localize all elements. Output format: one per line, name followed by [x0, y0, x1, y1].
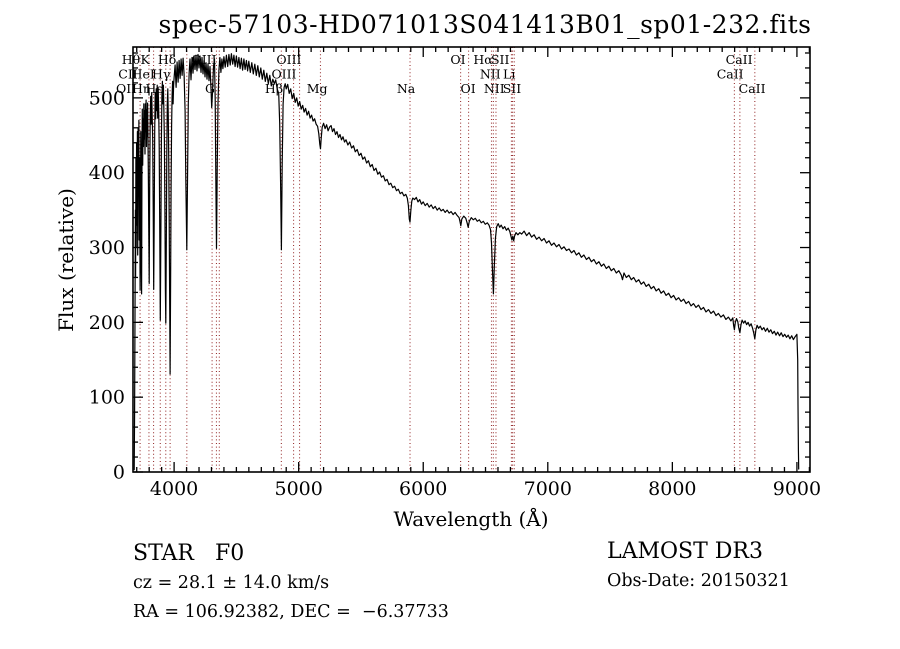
y-tick-label: 0: [113, 462, 125, 484]
spectral-line-label: Hε: [145, 81, 162, 96]
spectral-line-label: Na: [397, 81, 416, 96]
spectral-line-label: NII: [480, 67, 501, 82]
ra-dec-label: RA = 106.92382, DEC = −6.37733: [133, 602, 449, 622]
spectral-line-label: Hδ: [158, 52, 176, 67]
spectral-line-label: SII: [503, 81, 522, 96]
spectral-line-label: CaII: [717, 67, 744, 82]
x-tick-label: 9000: [773, 478, 821, 500]
y-axis-title: Flux (relative): [54, 188, 78, 332]
spectral-line-label: OIII: [271, 67, 296, 82]
x-tick-label: 5000: [274, 478, 322, 500]
x-tick-label: 6000: [399, 478, 447, 500]
y-tick-label: 100: [89, 387, 125, 409]
spectral-line-label: HeI: [132, 67, 155, 82]
spectral-lines-group: [139, 47, 756, 472]
radial-velocity-label: cz = 28.1 ± 14.0 km/s: [133, 573, 330, 593]
x-axis-title: Wavelength (Å): [393, 507, 549, 531]
spectral-line-label: Li: [503, 67, 515, 82]
spectral-line-label: OII: [116, 81, 136, 96]
y-tick-label: 300: [89, 237, 125, 259]
spectrum-line: [133, 53, 800, 471]
spectral-line-label: NII: [484, 81, 505, 96]
y-tick-label: 500: [89, 87, 125, 109]
x-tick-label: 7000: [524, 478, 572, 500]
y-tick-label: 400: [89, 162, 125, 184]
obs-date-label: Obs-Date: 20150321: [607, 571, 790, 591]
spectral-line-label: Mg: [307, 81, 328, 96]
tick-labels-group: 4000 5000 6000 7000 8000 9000 0 100 200 300 400 500: [89, 87, 821, 500]
plot-frame: [132, 46, 811, 473]
x-tick-label: 4000: [150, 478, 198, 500]
y-tick-label: 200: [89, 312, 125, 334]
spectral-line-label: Hγ: [152, 67, 170, 82]
axes-group: [132, 46, 811, 473]
x-tick-label: 8000: [648, 478, 696, 500]
spectral-line-label: OIII: [276, 52, 301, 67]
plot-title: spec-57103-HD071013S041413B01_sp01-232.f…: [158, 10, 812, 39]
spectral-line-label: SII: [491, 52, 510, 67]
spectral-line-label: K: [141, 52, 151, 67]
spectral-line-label: Hη: [132, 81, 150, 96]
spectral-line-label: OI: [460, 81, 475, 96]
spectral-line-label: G: [205, 81, 215, 96]
spectral-line-label: CaII: [726, 52, 753, 67]
spectral-line-label: OI: [450, 52, 465, 67]
survey-release-label: LAMOST DR3: [607, 539, 763, 564]
spectral-line-label: Hα: [473, 52, 493, 67]
spectral-line-label: CaII: [739, 81, 766, 96]
spectral-line-label: Hθ: [122, 52, 140, 67]
spectrum-trace-group: [133, 53, 800, 471]
object-class-label: STAR F0: [133, 541, 245, 566]
